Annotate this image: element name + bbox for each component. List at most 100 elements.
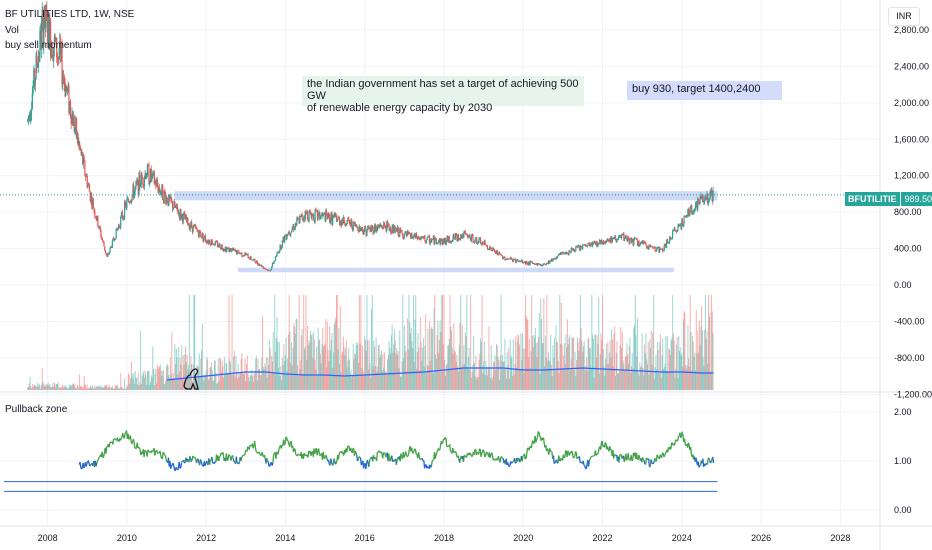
pullback-segment — [287, 440, 290, 445]
volume-bar — [316, 375, 318, 390]
volume-bar — [409, 321, 411, 390]
pullback-segment — [395, 459, 398, 465]
volume-bar — [151, 376, 153, 390]
candle-body — [151, 174, 153, 180]
volume-bar — [201, 324, 203, 390]
pullback-segment — [582, 460, 585, 466]
y-tick-label: 0.00 — [894, 280, 912, 290]
volume-bar — [225, 363, 227, 390]
candle-body — [484, 241, 486, 245]
volume-bar — [464, 363, 466, 390]
candle-body — [601, 243, 604, 245]
momentum-indicator-label[interactable]: buy sell momentum — [5, 40, 92, 51]
candle-body — [393, 225, 395, 234]
candle-body — [643, 241, 646, 243]
candle-body — [535, 263, 537, 265]
volume-bar — [194, 295, 196, 390]
candle-body — [646, 246, 649, 248]
candle-body — [71, 113, 73, 124]
candle-body — [155, 180, 158, 187]
candle-body — [705, 197, 707, 200]
volume-bar — [444, 375, 446, 390]
pullback-segment — [712, 456, 715, 464]
volume-bar — [136, 378, 138, 390]
volume-bar — [71, 385, 73, 390]
candle-body — [624, 235, 626, 239]
pullback-segment — [156, 450, 159, 454]
pullback-segment — [683, 438, 686, 445]
candle-body — [213, 244, 216, 246]
volume-bar — [224, 374, 226, 390]
volume-bar — [158, 365, 160, 390]
volume-bar — [586, 370, 588, 390]
volume-bar — [645, 332, 647, 390]
volume-bar — [218, 381, 220, 390]
volume-bar — [549, 361, 551, 390]
volume-bar — [605, 358, 607, 390]
volume-bar — [519, 369, 521, 390]
buy-target-note[interactable]: buy 930, target 1400,2400 — [627, 81, 782, 100]
candle-body — [75, 117, 77, 130]
volume-bar — [37, 385, 39, 390]
volume-bar — [308, 340, 310, 390]
candle-body — [418, 236, 420, 239]
support-zone[interactable] — [237, 267, 674, 273]
volume-bar — [571, 337, 573, 390]
pullback-zone-label[interactable]: Pullback zone — [5, 404, 68, 415]
candle-body — [559, 253, 561, 255]
candle-body — [357, 226, 359, 231]
candle-body — [162, 184, 164, 200]
candle-body — [516, 259, 518, 261]
candle-body — [254, 258, 256, 262]
candle-body — [225, 247, 227, 253]
pullback-segment — [227, 454, 230, 461]
pullback-segment — [469, 452, 472, 456]
candle-body — [274, 256, 277, 261]
volume-bar — [393, 343, 395, 390]
candle-body — [651, 246, 653, 248]
pullback-segment — [434, 454, 437, 459]
volume-bar — [518, 344, 520, 390]
pullback-segment — [305, 454, 308, 457]
candle-body — [669, 237, 671, 243]
volume-bar — [441, 295, 443, 390]
candle-body — [187, 224, 190, 226]
volume-bar — [274, 295, 276, 390]
pullback-segment — [412, 451, 415, 454]
y-tick-label: 2,000.00 — [894, 98, 929, 108]
volume-bar — [402, 295, 404, 390]
volume-indicator-label[interactable]: Vol — [5, 25, 19, 36]
candle-body — [55, 37, 57, 42]
candle-body — [354, 224, 357, 226]
government-target-note[interactable]: the Indian government has set a target o… — [302, 76, 584, 114]
candle-body — [220, 245, 222, 250]
volume-bar — [527, 319, 529, 390]
candle-body — [665, 239, 668, 248]
currency-selector[interactable]: INR — [888, 7, 920, 26]
volume-bar — [505, 367, 507, 390]
candle-body — [437, 242, 439, 244]
tradingview-logo-icon[interactable] — [183, 368, 199, 390]
candle-body — [450, 240, 452, 242]
candle-body — [373, 232, 375, 234]
volume-bar — [343, 346, 345, 390]
pullback-segment — [230, 456, 233, 461]
candle-body — [630, 238, 633, 243]
candle-body — [617, 238, 619, 240]
candle-body — [152, 172, 155, 174]
pullback-segment — [480, 453, 483, 457]
candle-body — [95, 217, 97, 220]
resistance-zone[interactable] — [174, 191, 718, 201]
volume-bar — [132, 378, 134, 390]
price-tag-value: 989.50 — [899, 192, 932, 206]
candle-body — [263, 267, 265, 269]
candle-body — [418, 237, 421, 239]
candle-body — [529, 260, 531, 265]
candle-body — [568, 250, 570, 255]
candle-body — [159, 187, 161, 191]
candle-body — [697, 199, 700, 203]
candle-body — [521, 259, 523, 262]
y-tick-label: -1,200.00 — [894, 389, 932, 399]
candle-body — [449, 241, 451, 243]
